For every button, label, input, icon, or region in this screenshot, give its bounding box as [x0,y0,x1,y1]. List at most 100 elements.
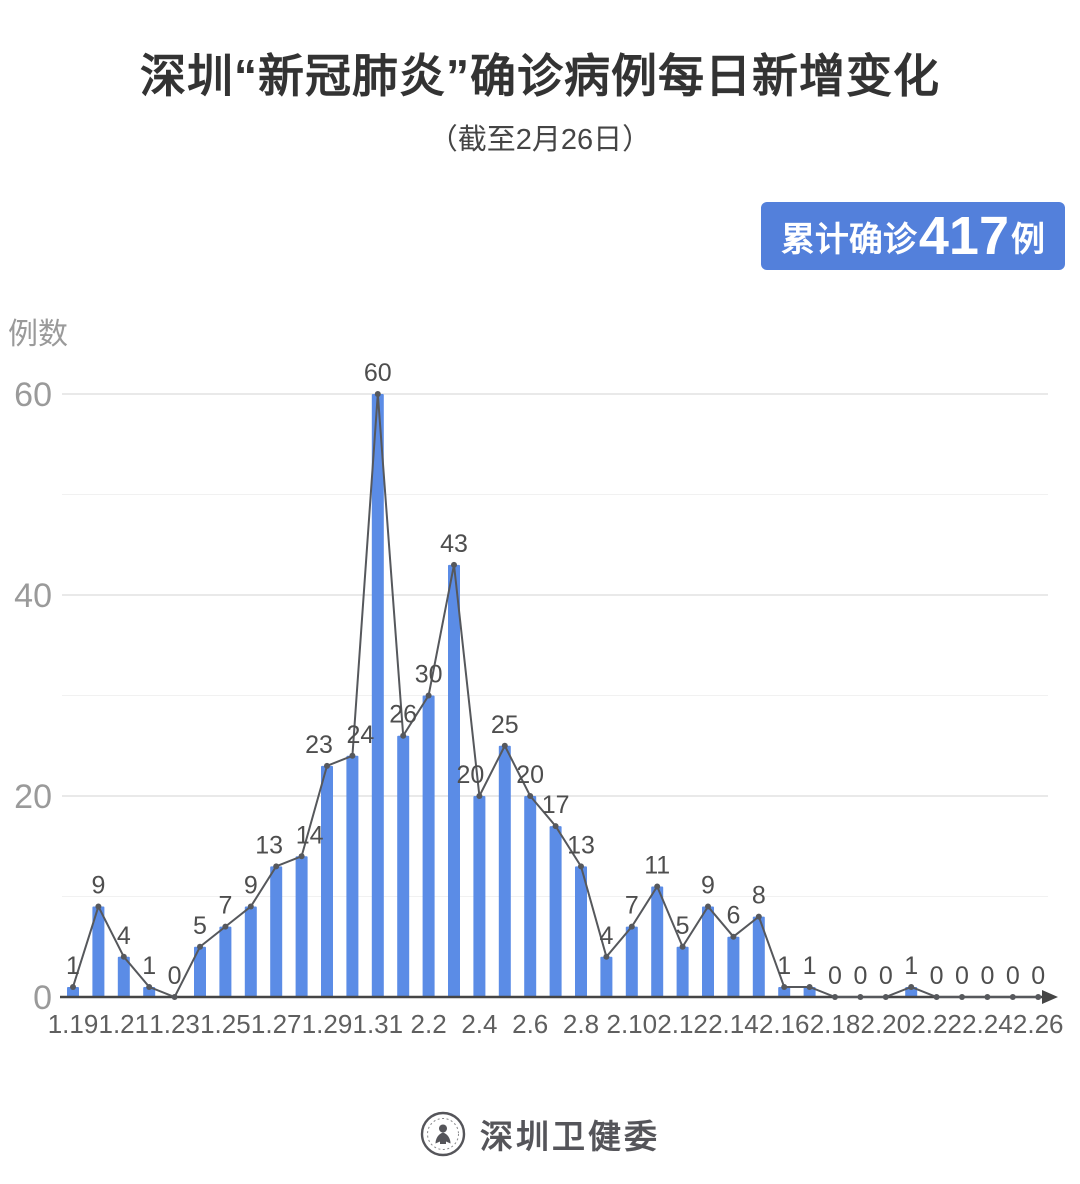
x-tick-label: 1.25 [200,1009,251,1039]
x-axis-arrow [1042,990,1058,1004]
point-marker [247,903,254,910]
value-label: 20 [516,761,544,789]
point-marker [654,883,661,890]
point-marker [527,793,534,799]
bar-1.27 [270,866,283,997]
bar-2.4 [473,796,486,997]
point-marker [578,863,584,870]
value-label: 26 [389,701,417,729]
value-label: 9 [244,872,258,900]
bar-1.31 [371,394,384,997]
bar-1.22 [143,986,156,997]
point-marker [324,762,330,769]
footer-brand-name: 深圳卫健委 [480,1118,660,1155]
bar-1.24 [194,946,206,997]
bar-2.1 [397,735,410,997]
point-marker [400,732,407,739]
value-label: 5 [193,912,207,940]
bar-1.26 [244,906,257,997]
value-label: 4 [117,922,131,950]
point-marker [349,752,356,759]
x-tick-label: 2.8 [563,1009,599,1039]
value-label: 1 [904,952,918,980]
point-marker [451,561,457,568]
value-label: 11 [644,851,670,879]
x-tick-label: 2.16 [759,1009,810,1039]
value-label: 7 [625,892,639,920]
bar-1.28 [295,856,308,997]
bar-2.15 [752,916,765,997]
bar-1.20 [92,906,105,997]
value-label: 25 [491,711,519,739]
value-label: 0 [1031,962,1045,990]
point-marker [171,994,178,1000]
bar-2.5 [498,745,511,997]
bar-2.17 [803,986,816,997]
point-marker [222,923,229,930]
point-marker [806,983,813,990]
bar-2.6 [524,796,537,997]
value-label: 0 [1006,962,1020,990]
page-title: 深圳“新冠肺炎”确诊病例每日新增变化 [140,50,940,102]
value-label: 17 [542,791,570,819]
value-label: 0 [879,962,893,990]
value-label: 0 [955,962,969,990]
x-tick-label: 2.12 [657,1009,708,1039]
x-tick-label: 2.26 [1013,1009,1064,1039]
bar-2.13 [702,906,714,997]
y-tick-label: 0 [33,979,52,1017]
point-marker [197,943,203,950]
footer: 深圳卫健委 [0,1110,1080,1158]
x-tick-label: 1.21 [98,1009,149,1039]
x-tick-label: 2.18 [810,1009,861,1039]
bar-1.21 [117,956,130,997]
value-label: 0 [828,962,842,990]
x-tick-label: 2.10 [606,1009,657,1039]
value-label: 60 [364,359,392,387]
point-marker [298,853,305,860]
point-marker [501,742,508,749]
bar-2.9 [600,956,613,997]
value-label: 1 [803,952,817,980]
badge-suffix: 例 [1011,220,1045,259]
badge-value: 417 [918,206,1009,266]
value-label: 5 [676,912,690,940]
point-marker [908,983,915,990]
point-marker [120,953,127,960]
x-tick-label: 1.27 [251,1009,302,1039]
bar-2.14 [727,936,740,997]
bar-1.19 [67,986,79,997]
point-marker [273,863,280,870]
bar-2.3 [448,564,460,997]
value-label: 8 [752,882,766,910]
point-marker [476,793,483,799]
x-tick-label: 1.29 [302,1009,353,1039]
value-label: 9 [91,872,105,900]
bar-2.2 [422,695,435,997]
value-label: 0 [980,962,994,990]
bar-1.30 [346,755,359,997]
x-tick-label: 1.19 [48,1009,99,1039]
x-tick-label: 2.2 [411,1009,447,1039]
value-label: 9 [701,872,715,900]
value-label: 43 [440,530,468,558]
value-label: 20 [456,761,484,789]
x-tick-label: 2.14 [708,1009,759,1039]
point-marker [984,994,991,1000]
x-tick-label: 2.22 [911,1009,962,1039]
x-tick-label: 2.20 [860,1009,911,1039]
y-tick-label: 60 [14,376,52,414]
point-marker [628,923,635,930]
value-label: 14 [296,821,324,849]
point-marker [857,994,864,1000]
point-marker [70,983,76,990]
point-marker [1035,994,1042,1000]
x-tick-label: 1.31 [352,1009,403,1039]
point-marker [95,903,102,910]
header: 深圳“新冠肺炎”确诊病例每日新增变化 （截至2月26日） [0,0,1080,158]
y-axis-title: 例数 [8,318,68,351]
bar-1.29 [321,765,333,997]
bar-2.7 [549,826,562,997]
